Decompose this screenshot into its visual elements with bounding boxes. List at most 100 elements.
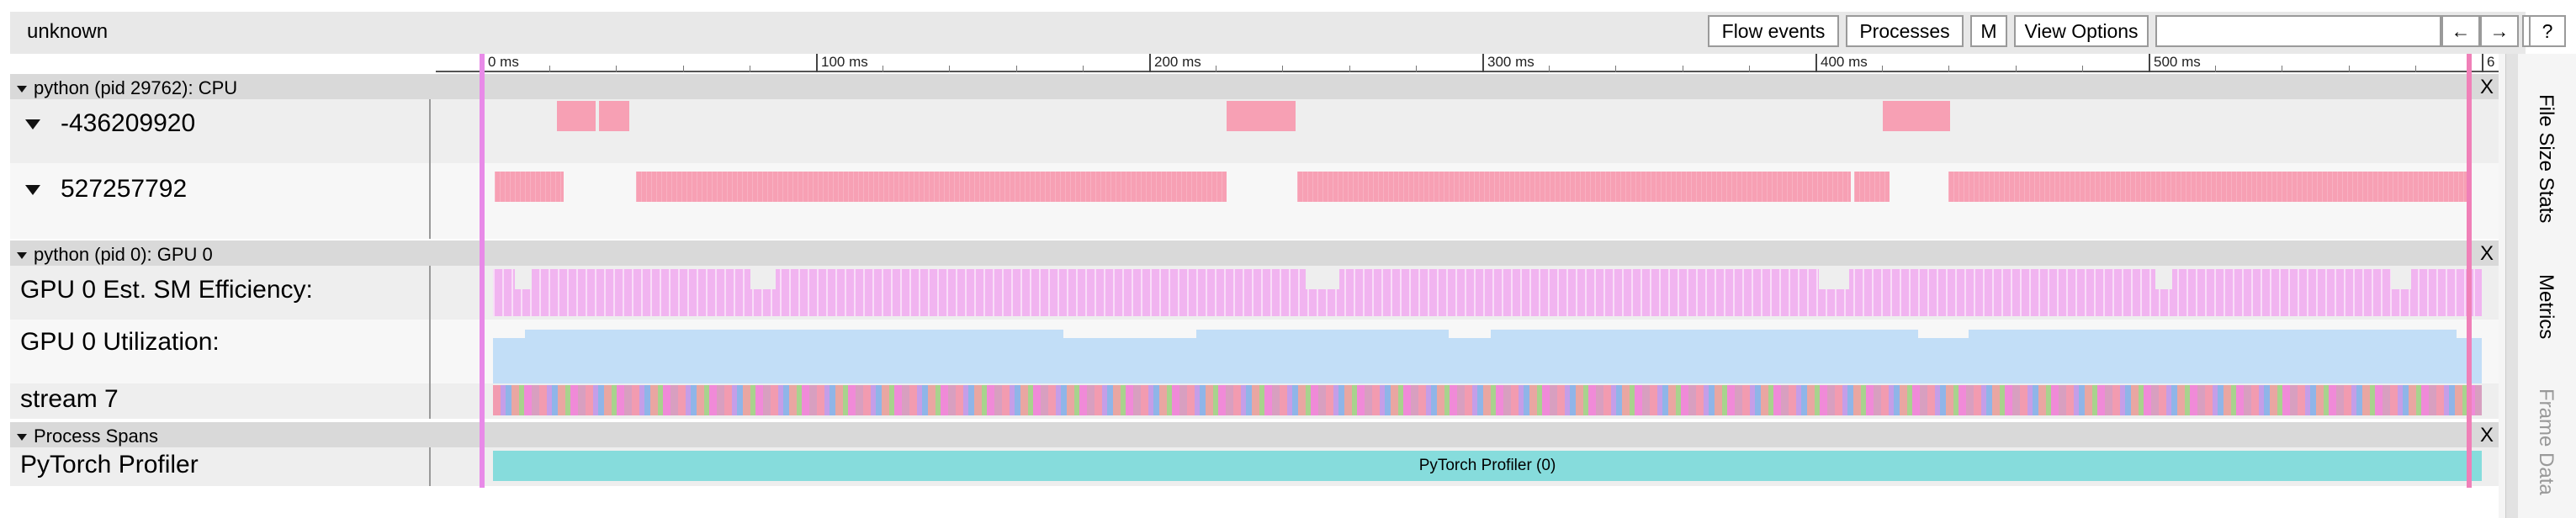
utilization-peak[interactable] [1196, 330, 1449, 340]
sm-efficiency-dip [2391, 269, 2411, 289]
ruler-minor-tick [2081, 66, 2083, 72]
process-label: python (pid 0): GPU 0 [34, 244, 213, 265]
cpu-slice[interactable] [1948, 172, 2472, 202]
cpu-slice[interactable] [599, 101, 629, 131]
utilization-peak[interactable] [1969, 330, 2457, 340]
time-ruler[interactable]: 0 ms 100 ms 200 ms 300 ms 400 ms 500 ms 6 [10, 54, 2499, 72]
ruler-minor-tick [1882, 66, 1884, 72]
utilization-peak[interactable] [525, 330, 1063, 340]
close-process-button[interactable]: X [2479, 242, 2494, 265]
ruler-major-tick [816, 54, 818, 72]
ruler-tick-label: 200 ms [1154, 54, 1201, 70]
ruler-baseline [436, 71, 2499, 72]
ruler-minor-tick [1015, 66, 1017, 72]
ruler-minor-tick [2015, 66, 2017, 72]
vertical-scrollbar[interactable] [2505, 54, 2518, 518]
cpu-slice[interactable] [636, 172, 1227, 202]
counter-track[interactable]: GPU 0 Utilization: [10, 320, 2499, 383]
ruler-tick-label: 400 ms [1821, 54, 1868, 70]
close-process-button[interactable]: X [2479, 76, 2494, 98]
thread-label: 527257792 [61, 175, 188, 203]
process-label: python (pid 29762): CPU [34, 77, 238, 98]
collapse-caret-icon[interactable] [17, 252, 27, 260]
cpu-slice[interactable] [495, 172, 564, 202]
metadata-button[interactable]: M [1970, 15, 2007, 47]
next-result-button[interactable]: → [2480, 15, 2519, 47]
sm-efficiency-dip [2155, 269, 2172, 289]
thread-lane[interactable] [431, 163, 2499, 239]
view-options-button[interactable]: View Options [2014, 15, 2149, 47]
ruler-tick-label: 300 ms [1487, 54, 1534, 70]
ruler-minor-tick [549, 66, 551, 72]
ruler-major-tick [2149, 54, 2150, 72]
collapse-caret-icon[interactable] [17, 86, 27, 93]
sm-efficiency-dip [1306, 269, 1339, 289]
ruler-minor-tick [1282, 66, 1284, 72]
close-process-button[interactable]: X [2479, 424, 2494, 447]
ruler-minor-tick [1615, 66, 1617, 72]
top-bar: unknown Flow events Processes M View Opt… [10, 12, 2559, 54]
counter-label: GPU 0 Utilization: [20, 328, 220, 356]
sm-efficiency-area[interactable] [493, 269, 2482, 316]
selection-start-marker[interactable] [480, 54, 485, 488]
ruler-major-tick [2482, 54, 2483, 72]
stream-lane[interactable] [431, 383, 2499, 419]
help-button-visible[interactable]: ? [2529, 15, 2566, 47]
counter-track[interactable]: GPU 0 Est. SM Efficiency: [10, 266, 2499, 320]
ruler-minor-tick [949, 66, 951, 72]
cpu-slice[interactable] [1854, 172, 1890, 202]
sm-efficiency-dip [750, 269, 776, 289]
tab-metrics[interactable]: Metrics [2535, 274, 2557, 340]
prev-result-button[interactable]: ← [2441, 15, 2480, 47]
profiler-span[interactable]: PyTorch Profiler (0) [493, 451, 2482, 481]
process-label: Process Spans [34, 426, 158, 447]
stream-track[interactable]: stream 7 [10, 383, 2499, 419]
process-header-spans[interactable]: Process Spans X [10, 422, 2499, 447]
ruler-minor-tick [1082, 66, 1084, 72]
ruler-minor-tick [616, 66, 617, 72]
ruler-minor-tick [1415, 66, 1417, 72]
span-label: PyTorch Profiler (0) [1418, 457, 1556, 474]
span-track[interactable]: PyTorch Profiler PyTorch Profiler (0) [10, 447, 2499, 486]
ruler-minor-tick [1748, 66, 1750, 72]
cpu-slice[interactable] [1227, 101, 1296, 131]
process-header-gpu[interactable]: python (pid 0): GPU 0 X [10, 240, 2499, 266]
stream-kernels[interactable] [493, 385, 2482, 415]
thread-lane[interactable] [431, 99, 2499, 163]
ruler-minor-tick [1549, 66, 1550, 72]
ruler-major-tick [1482, 54, 1484, 72]
cpu-slice[interactable] [1297, 172, 1851, 202]
cpu-slice[interactable] [1883, 101, 1950, 131]
thread-track[interactable]: -436209920 [10, 99, 2499, 163]
trace-title: unknown [27, 20, 109, 43]
thread-track[interactable]: 527257792 [10, 163, 2499, 239]
utilization-peak[interactable] [1491, 330, 1918, 340]
sm-efficiency-dip [1819, 269, 1849, 289]
selection-end-marker[interactable] [2467, 54, 2472, 488]
utilization-area[interactable] [493, 338, 2482, 383]
ruler-tick-label: 500 ms [2154, 54, 2201, 70]
ruler-minor-tick [2414, 66, 2416, 72]
flow-events-button[interactable]: Flow events [1708, 15, 1839, 47]
tab-file-size-stats[interactable]: File Size Stats [2535, 94, 2557, 224]
utilization-lane[interactable] [431, 320, 2499, 383]
ruler-tick-label: 6 [2487, 54, 2495, 70]
expand-caret-icon[interactable] [25, 185, 40, 196]
span-track-label: PyTorch Profiler [20, 451, 199, 478]
processes-button[interactable]: Processes [1846, 15, 1964, 47]
collapse-caret-icon[interactable] [17, 434, 27, 441]
counter-label: GPU 0 Est. SM Efficiency: [20, 276, 313, 304]
stream-label: stream 7 [20, 385, 119, 413]
sm-efficiency-lane[interactable] [431, 266, 2499, 320]
ruler-tick-label: 0 ms [488, 54, 519, 70]
tab-frame-data[interactable]: Frame Data [2535, 388, 2557, 495]
ruler-minor-tick [682, 66, 684, 72]
process-header-cpu[interactable]: python (pid 29762): CPU X [10, 74, 2499, 99]
span-lane[interactable]: PyTorch Profiler (0) [431, 447, 2499, 486]
ruler-major-tick [1149, 54, 1151, 72]
ruler-major-tick [1815, 54, 1817, 72]
expand-caret-icon[interactable] [25, 119, 40, 130]
ruler-minor-tick [2348, 66, 2350, 72]
search-input[interactable] [2155, 15, 2441, 47]
cpu-slice[interactable] [557, 101, 596, 131]
